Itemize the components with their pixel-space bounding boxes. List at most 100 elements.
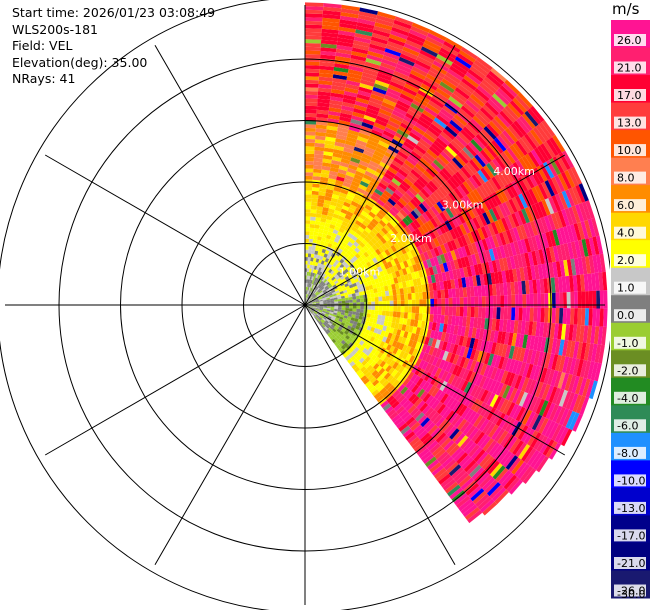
velocity-gate — [479, 274, 485, 286]
velocity-gate — [356, 349, 363, 355]
velocity-gate — [524, 448, 537, 464]
velocity-gate — [531, 204, 541, 220]
velocity-gate — [315, 307, 320, 310]
velocity-gate — [446, 178, 457, 190]
velocity-gate — [462, 146, 475, 160]
velocity-gate — [347, 273, 353, 279]
velocity-gate — [345, 285, 350, 290]
velocity-gate — [317, 294, 321, 298]
velocity-gate — [404, 159, 415, 169]
velocity-gate — [450, 375, 459, 387]
velocity-gate — [356, 284, 362, 289]
velocity-gate — [562, 409, 573, 428]
velocity-gate — [524, 321, 530, 335]
velocity-gate — [340, 314, 345, 318]
velocity-gate — [458, 498, 473, 512]
velocity-gate — [356, 244, 363, 251]
velocity-gate — [311, 194, 319, 199]
velocity-gate — [480, 389, 489, 403]
velocity-gate — [314, 224, 320, 229]
velocity-gate — [458, 335, 465, 346]
velocity-gate — [372, 273, 378, 280]
velocity-gate — [424, 151, 436, 163]
velocity-gate — [329, 170, 338, 177]
velocity-gate — [457, 247, 464, 259]
velocity-gate — [321, 25, 340, 31]
velocity-gate — [325, 325, 330, 329]
velocity-gate — [332, 278, 338, 283]
velocity-gate — [409, 436, 420, 447]
velocity-gate — [345, 140, 356, 147]
velocity-gate — [495, 467, 509, 483]
velocity-gate — [410, 184, 421, 194]
velocity-gate — [365, 317, 371, 322]
velocity-gate — [481, 307, 486, 319]
velocity-gate — [305, 2, 324, 7]
velocity-gate — [444, 315, 449, 325]
colorbar-swatch — [611, 377, 650, 406]
velocity-gate — [444, 306, 449, 316]
velocity-gate — [330, 163, 340, 169]
velocity-gate — [376, 143, 388, 152]
velocity-gate — [438, 170, 450, 182]
velocity-gate — [478, 375, 487, 388]
velocity-gate — [457, 131, 471, 145]
velocity-gate — [401, 180, 411, 190]
velocity-gate — [482, 182, 493, 196]
velocity-gate — [471, 429, 483, 443]
velocity-gate — [309, 291, 312, 296]
velocity-gate — [373, 392, 382, 400]
velocity-gate — [378, 229, 386, 237]
velocity-gate — [481, 238, 489, 251]
velocity-gate — [488, 442, 501, 457]
velocity-gate — [406, 259, 413, 267]
elevation-label: Elevation(deg): 35.00 — [12, 54, 148, 70]
velocity-gate — [392, 354, 399, 362]
velocity-gate — [336, 292, 341, 296]
velocity-gate — [413, 219, 421, 229]
velocity-gate — [561, 276, 567, 293]
velocity-gate — [440, 421, 452, 433]
velocity-gate — [353, 104, 367, 112]
velocity-gate — [331, 85, 346, 91]
velocity-gate — [395, 348, 402, 357]
velocity-gate — [439, 199, 449, 210]
velocity-gate — [305, 161, 314, 165]
velocity-gate — [384, 249, 391, 256]
velocity-gate — [327, 243, 333, 248]
velocity-gate — [417, 320, 422, 328]
velocity-gate — [407, 201, 417, 211]
velocity-gate — [525, 363, 534, 379]
velocity-gate — [360, 247, 367, 254]
velocity-gate — [364, 356, 371, 363]
velocity-gate — [538, 122, 553, 140]
velocity-gate — [349, 258, 355, 264]
velocity-gate — [524, 207, 534, 222]
velocity-gate — [377, 291, 382, 297]
velocity-gate — [307, 279, 310, 284]
velocity-gate — [504, 358, 513, 372]
velocity-gate — [562, 150, 575, 169]
velocity-gate — [525, 307, 531, 322]
colorbar-swatch — [611, 240, 650, 269]
velocity-gate — [527, 251, 535, 267]
velocity-gate — [337, 127, 349, 134]
velocity-gate — [396, 420, 406, 429]
velocity-gate — [383, 372, 391, 380]
velocity-gate — [492, 395, 503, 410]
velocity-gate — [495, 259, 502, 272]
velocity-gate — [493, 368, 502, 382]
velocity-gate — [591, 343, 598, 363]
velocity-gate — [316, 303, 320, 305]
velocity-gate — [323, 199, 331, 205]
velocity-gate — [409, 29, 427, 40]
velocity-gate — [521, 208, 530, 224]
velocity-gate — [477, 109, 492, 124]
velocity-gate — [481, 285, 486, 297]
velocity-gate — [310, 283, 313, 288]
velocity-gate — [323, 307, 327, 310]
velocity-gate — [354, 318, 359, 323]
velocity-gate — [500, 295, 505, 308]
velocity-gate — [339, 316, 344, 320]
velocity-gate — [338, 165, 349, 172]
